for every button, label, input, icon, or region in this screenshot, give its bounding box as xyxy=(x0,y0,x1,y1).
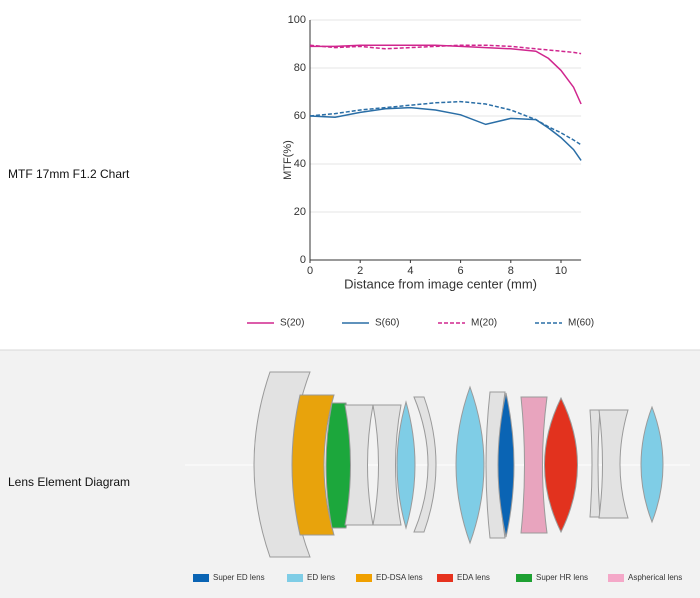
x-axis-title: Distance from image center (mm) xyxy=(344,276,537,291)
legend-label: S(60) xyxy=(375,318,399,329)
x-tick-label: 4 xyxy=(407,265,413,277)
lens-element xyxy=(455,385,485,545)
legend-label: Super ED lens xyxy=(213,573,265,582)
series-line xyxy=(309,100,582,146)
lens-diagram xyxy=(185,371,690,558)
y-tick-label: 100 xyxy=(288,14,306,26)
legend-label: ED-DSA lens xyxy=(376,573,423,582)
lens-element xyxy=(598,409,629,519)
series-line xyxy=(309,44,582,55)
legend-swatch xyxy=(193,574,209,582)
legend-swatch xyxy=(437,574,453,582)
legend-swatch xyxy=(516,574,532,582)
legend-swatch xyxy=(287,574,303,582)
legend-label: M(20) xyxy=(471,318,497,329)
lens-element xyxy=(413,396,437,533)
y-axis-title: MTF(%) xyxy=(282,140,294,180)
series-line xyxy=(309,106,582,161)
lens-element xyxy=(544,396,578,534)
x-tick-label: 10 xyxy=(555,265,567,277)
section-label: Lens Element Diagram xyxy=(8,475,130,489)
legend-label: Aspherical lens xyxy=(628,573,682,582)
lens-element xyxy=(372,404,402,526)
x-tick-label: 2 xyxy=(357,265,363,277)
lens-element xyxy=(497,392,515,538)
y-tick-label: 40 xyxy=(294,158,306,170)
y-tick-label: 60 xyxy=(294,110,306,122)
legend-swatch xyxy=(608,574,624,582)
series-line xyxy=(310,44,582,105)
lens-legend: Super ED lens ED lens ED-DSA lens EDA le… xyxy=(193,573,682,582)
x-tick-label: 0 xyxy=(307,265,313,277)
legend-label: Super HR lens xyxy=(536,573,588,582)
lens-element xyxy=(589,409,601,518)
mtf-chart: 0 20 40 60 80 100 0 2 4 6 8 10 Distance from image c… xyxy=(247,14,594,329)
x-tick-label: 8 xyxy=(508,265,514,277)
lens-element xyxy=(291,394,335,536)
lens-element xyxy=(396,400,416,530)
legend-label: S(20) xyxy=(280,318,304,329)
legend-label: ED lens xyxy=(307,573,335,582)
y-tick-label: 80 xyxy=(294,62,306,74)
legend-swatch xyxy=(356,574,372,582)
lens-element xyxy=(640,405,664,524)
x-tick-label: 6 xyxy=(458,265,464,277)
lens-element xyxy=(520,396,548,534)
y-tick-label: 0 xyxy=(300,254,306,266)
legend-label: M(60) xyxy=(568,318,594,329)
section-label: MTF 17mm F1.2 Chart xyxy=(8,167,130,181)
y-tick-label: 20 xyxy=(294,206,306,218)
legend-label: EDA lens xyxy=(457,573,490,582)
